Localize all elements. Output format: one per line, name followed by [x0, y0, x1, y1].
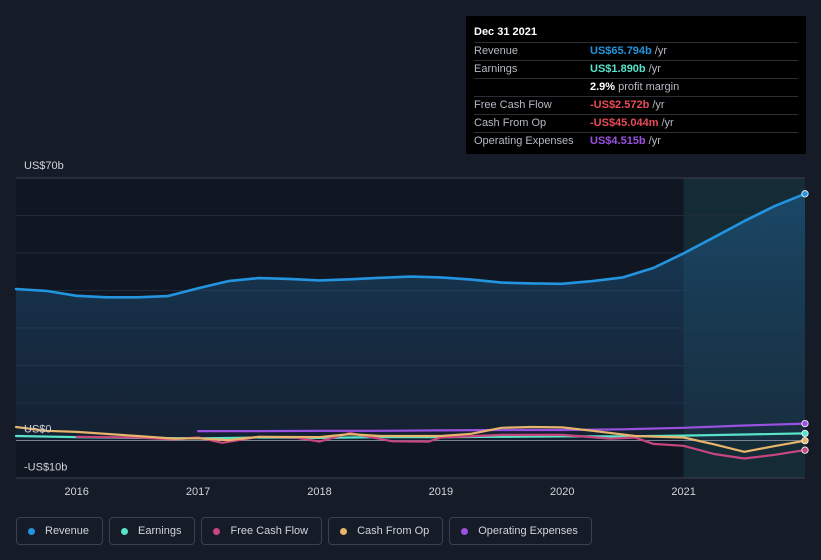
legend-label: Free Cash Flow — [230, 525, 309, 537]
tooltip-panel: Dec 31 2021 Revenue US$65.794b /yr Earni… — [466, 16, 806, 154]
series-endpoint-free-cash-flow — [801, 446, 809, 454]
tooltip-value: US$4.515b — [590, 135, 646, 147]
series-line-free-cash-flow — [75, 431, 807, 460]
legend-item-earnings[interactable]: Earnings — [109, 517, 196, 545]
tooltip-unit: /yr — [648, 63, 661, 75]
x-tick-label: 2019 — [429, 486, 453, 498]
legend-dot-icon — [213, 527, 221, 535]
tooltip-unit: /yr — [652, 99, 665, 111]
tooltip-row-revenue: Revenue US$65.794b /yr — [474, 42, 798, 60]
legend-label: Earnings — [138, 525, 182, 537]
series-endpoint-operating-expenses — [801, 419, 809, 428]
tooltip-value: -US$45.044m — [590, 117, 659, 129]
x-tick-label: 2020 — [550, 486, 574, 498]
x-tick-label: 2021 — [671, 486, 695, 498]
y-tick-label: -US$10b — [24, 462, 67, 474]
legend-item-revenue[interactable]: Revenue — [16, 517, 104, 545]
tooltip-row-operating-expenses: Operating Expenses US$4.515b /yr — [474, 132, 798, 150]
legend-label: Operating Expenses — [478, 525, 578, 537]
y-tick-label: US$0 — [24, 424, 52, 436]
legend-dot-icon — [121, 527, 129, 535]
x-tick-label: 2018 — [307, 486, 331, 498]
tooltip-date: Dec 31 2021 — [474, 26, 537, 38]
series-line-cash-from-op — [14, 425, 807, 453]
tooltip-label: Free Cash Flow — [474, 99, 552, 111]
tooltip-row-profit-margin: 2.9% profit margin — [474, 78, 798, 96]
x-tick-label: 2017 — [186, 486, 210, 498]
revenue-area-fill — [16, 193, 805, 441]
tooltip-row-free-cash-flow: Free Cash Flow -US$2.572b /yr — [474, 96, 798, 114]
legend-dot-icon — [28, 527, 35, 535]
tooltip-value: -US$2.572b — [590, 99, 650, 111]
series-endpoint-earnings — [801, 429, 809, 438]
series-endpoint-cash-from-op — [801, 437, 809, 445]
tooltip-row-earnings: Earnings US$1.890b /yr — [474, 60, 798, 78]
legend-item-cash-from-op[interactable]: Cash From Op — [328, 517, 444, 545]
tooltip-value: US$65.794b — [590, 45, 652, 57]
y-tick-label: US$70b — [24, 160, 64, 172]
tooltip-value: 2.9% — [590, 81, 616, 93]
tooltip-label: Earnings — [474, 63, 518, 75]
tooltip-unit: /yr — [654, 45, 667, 57]
series-line-revenue — [14, 192, 807, 299]
x-tick-label: 2016 — [64, 486, 88, 498]
legend-dot-icon — [340, 527, 348, 535]
chart-legend: Revenue Earnings Free Cash Flow Cash Fro… — [16, 517, 592, 547]
tooltip-unit: profit margin — [618, 81, 680, 93]
chart-svg: US$70b US$0 -US$10b 2016 2017 2018 2019 2020 202… — [14, 160, 809, 498]
tooltip-value: US$1.890b — [590, 63, 646, 75]
legend-item-operating-expenses[interactable]: Operating Expenses — [449, 517, 592, 545]
tooltip-row-cash-from-op: Cash From Op -US$45.044m /yr — [474, 114, 798, 132]
legend-dot-icon — [461, 527, 469, 535]
series-endpoint-revenue — [801, 190, 809, 198]
legend-label: Revenue — [45, 525, 90, 537]
tooltip-unit: /yr — [661, 117, 674, 129]
legend-item-free-cash-flow[interactable]: Free Cash Flow — [201, 517, 323, 545]
tooltip-label: Operating Expenses — [474, 135, 574, 147]
tooltip-unit: /yr — [648, 135, 661, 147]
legend-label: Cash From Op — [357, 525, 430, 537]
tooltip-label: Cash From Op — [474, 117, 547, 129]
series-line-operating-expenses — [197, 422, 807, 433]
tooltip-label: Revenue — [474, 45, 519, 57]
